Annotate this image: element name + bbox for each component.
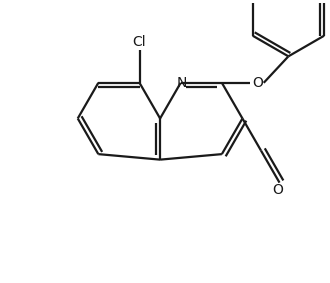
Text: O: O xyxy=(272,183,283,198)
Text: N: N xyxy=(177,76,187,90)
Text: O: O xyxy=(252,76,263,90)
Text: Cl: Cl xyxy=(133,35,146,49)
